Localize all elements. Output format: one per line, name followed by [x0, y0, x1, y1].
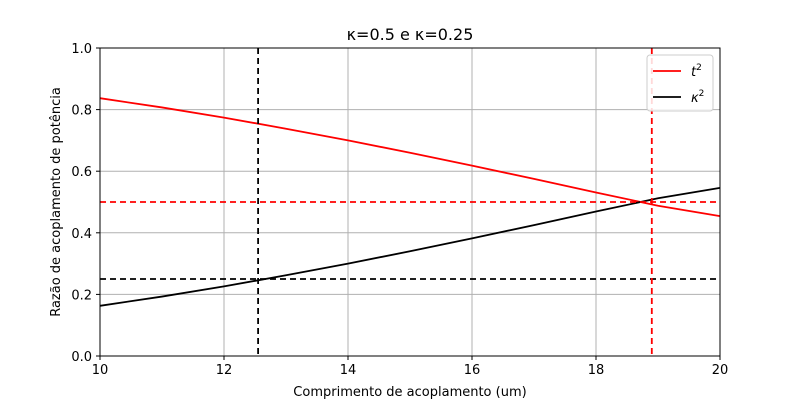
plot-area — [99, 48, 721, 356]
x-tick-label: 10 — [92, 363, 109, 378]
y-tick-label: 0.4 — [71, 227, 92, 242]
x-tick-label: 12 — [216, 363, 233, 378]
legend-label-base: κ — [691, 91, 699, 106]
legend-label-superscript: 2 — [699, 89, 705, 99]
x-axis-title: Comprimento de acoplamento (um) — [293, 385, 526, 400]
x-tick-label: 16 — [464, 363, 481, 378]
y-axis-title: Razão de acoplamento de potência — [49, 87, 64, 317]
legend-label-base: t — [691, 65, 697, 80]
y-tick-label: 0.2 — [71, 288, 92, 303]
chart-title: κ=0.5 e κ=0.25 — [347, 25, 474, 44]
y-tick-label: 0.0 — [71, 350, 92, 365]
y-tick-label: 1.0 — [71, 42, 92, 57]
ticks: 10 12 14 16 18 20 0.0 0.2 0.4 0.6 0.8 1.0 — [71, 42, 728, 378]
series-line-0 — [99, 97, 721, 218]
legend-label-0: t2 — [691, 63, 702, 80]
x-tick-label: 20 — [712, 363, 729, 378]
series-line-1 — [99, 186, 721, 307]
legend-label-superscript: 2 — [696, 63, 702, 73]
x-tick-label: 14 — [340, 363, 357, 378]
x-tick-label: 18 — [588, 363, 605, 378]
legend-box — [646, 54, 714, 112]
y-tick-label: 0.8 — [71, 104, 92, 119]
axes-frame — [99, 47, 721, 357]
legend-label-1: κ2 — [691, 89, 704, 106]
y-tick-label: 0.6 — [71, 165, 92, 180]
